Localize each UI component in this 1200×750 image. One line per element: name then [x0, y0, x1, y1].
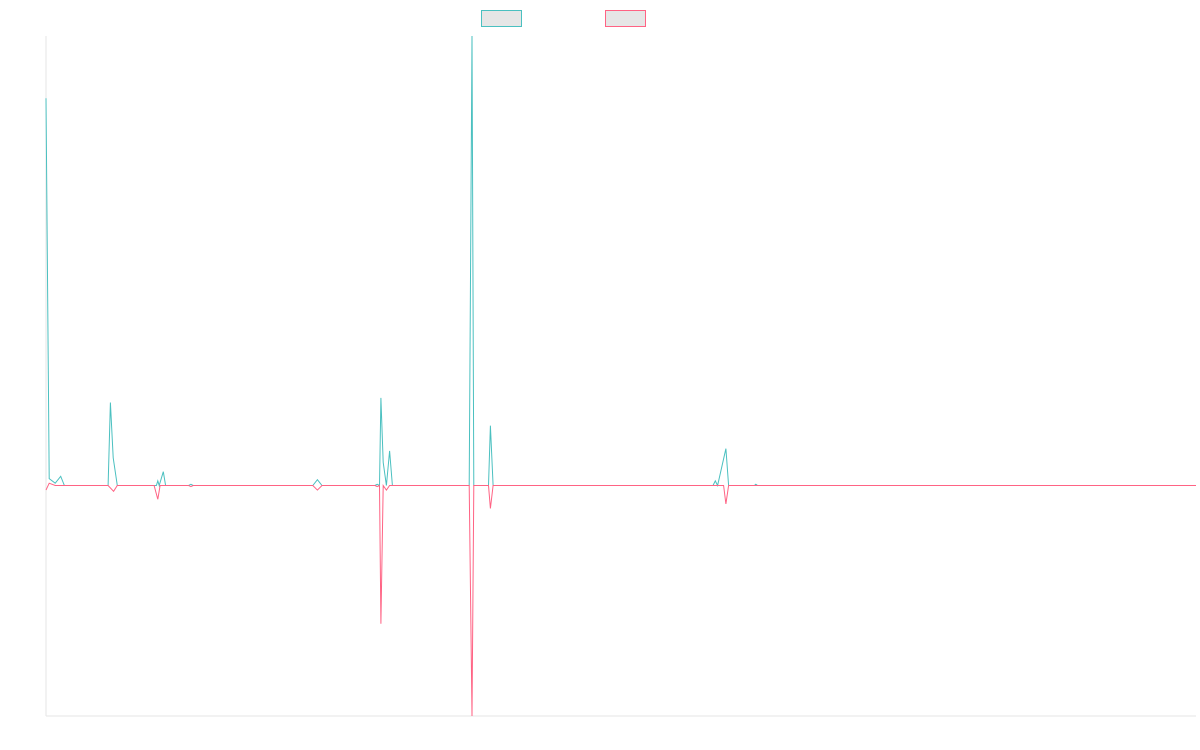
series-layer — [45, 35, 1196, 717]
legend[interactable] — [481, 10, 646, 27]
series-line-2 — [45, 482, 1196, 717]
legend-swatch-2[interactable] — [605, 10, 646, 27]
series-line-1 — [45, 35, 1196, 488]
legend-swatch-1[interactable] — [481, 10, 522, 27]
